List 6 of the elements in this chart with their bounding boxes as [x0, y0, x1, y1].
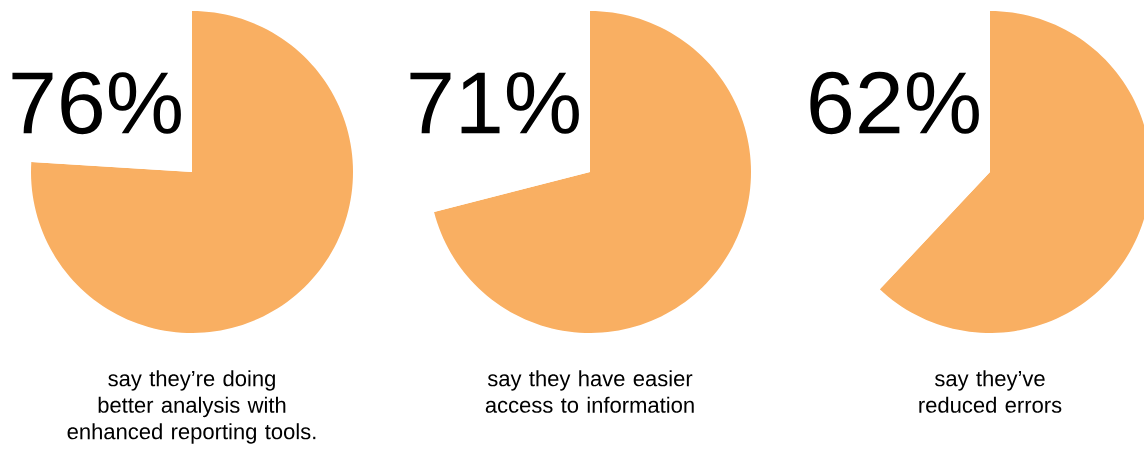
text: say they’ve reduced errors — [919, 370, 1062, 413]
text: 76% — [12, 71, 181, 135]
text: say they’re doing better analysis with enhanced reporting tools. — [67, 370, 316, 444]
text: 62% — [810, 71, 979, 135]
text: 71% — [410, 72, 579, 134]
text: say they have easier access to information — [485, 370, 694, 413]
